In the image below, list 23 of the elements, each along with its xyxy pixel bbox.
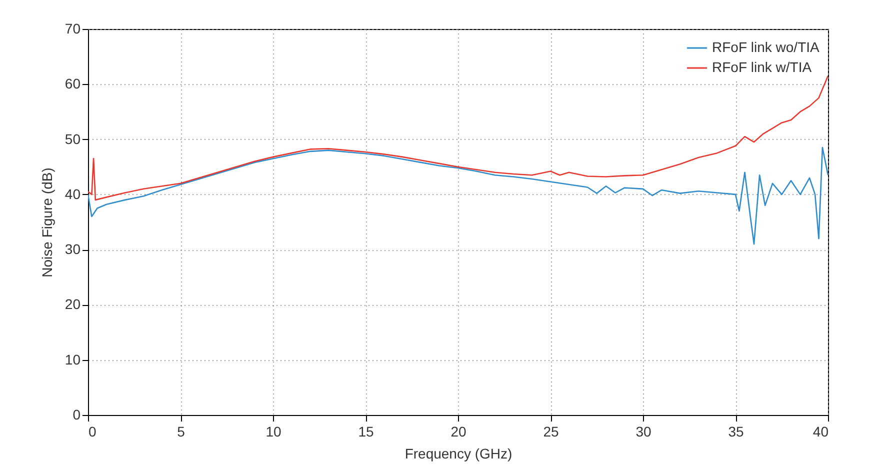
x-tick-label: 40 (812, 424, 829, 440)
x-tick-label: 10 (266, 424, 282, 440)
y-tick-label: 10 (64, 351, 81, 368)
x-tick-label: 15 (358, 424, 374, 440)
y-tick-label: 0 (72, 406, 81, 422)
line-series (88, 146, 828, 245)
y-axis-title: Noise Figure (dB) (38, 168, 55, 278)
legend-label: RFoF link wo/TIA (712, 39, 820, 55)
y-tick-label: 30 (64, 241, 81, 258)
line-series (88, 75, 828, 201)
legend-label: RFoF link w/TIA (712, 59, 812, 75)
y-tick-label: 20 (64, 296, 81, 312)
y-tick-label: 60 (64, 76, 81, 92)
x-tick-label: 25 (543, 424, 559, 440)
y-tick-label: 50 (64, 130, 81, 147)
y-tick-label: 70 (64, 20, 81, 36)
y-tick-label: 40 (64, 186, 81, 202)
x-tick-label: 20 (450, 424, 466, 440)
x-axis-title: Frequency (GHz) (404, 446, 512, 462)
x-tick-label: 35 (728, 424, 744, 440)
x-tick-label: 5 (177, 424, 186, 440)
x-tick-label: 0 (88, 424, 96, 440)
x-tick-label: 30 (636, 424, 652, 440)
